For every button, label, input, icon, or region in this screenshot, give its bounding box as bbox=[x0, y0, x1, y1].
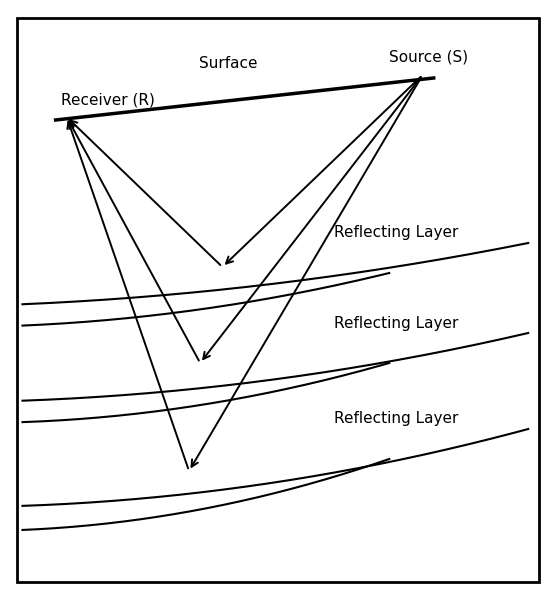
Text: Receiver (R): Receiver (R) bbox=[61, 93, 155, 108]
Text: Source (S): Source (S) bbox=[389, 49, 468, 64]
Text: Reflecting Layer: Reflecting Layer bbox=[334, 411, 458, 426]
Text: Reflecting Layer: Reflecting Layer bbox=[334, 316, 458, 331]
Text: Surface: Surface bbox=[198, 56, 257, 71]
Text: Reflecting Layer: Reflecting Layer bbox=[334, 225, 458, 240]
